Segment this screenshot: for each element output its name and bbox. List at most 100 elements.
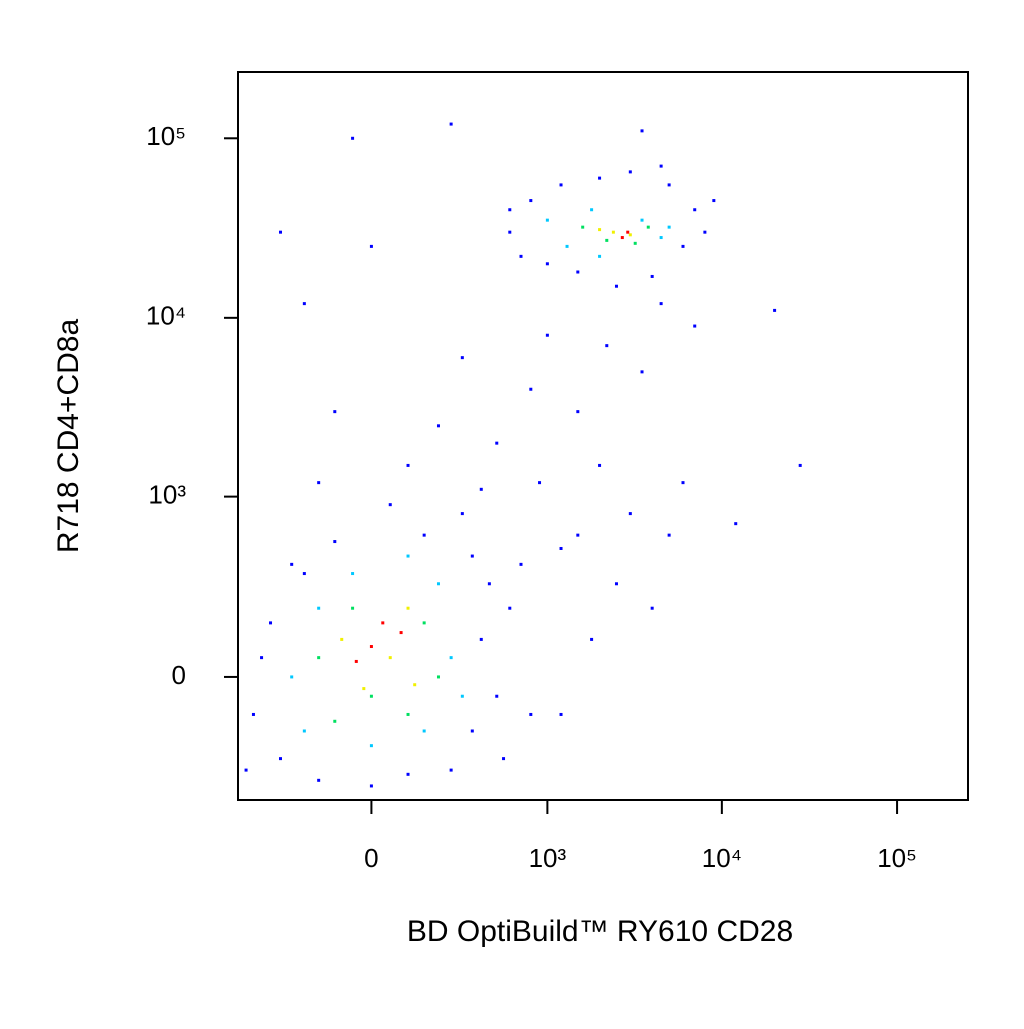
- data-point: [545, 333, 549, 337]
- data-point: [470, 729, 474, 733]
- data-point: [559, 183, 563, 187]
- data-point: [598, 228, 602, 232]
- data-point: [681, 244, 685, 248]
- data-point: [628, 512, 632, 516]
- data-point: [598, 176, 602, 180]
- data-point: [436, 582, 440, 586]
- data-point: [487, 582, 491, 586]
- data-point: [519, 562, 523, 566]
- data-point: [628, 170, 632, 174]
- data-point: [260, 656, 264, 660]
- data-point: [449, 122, 453, 126]
- y-tick-label: 0: [172, 660, 186, 690]
- data-point: [538, 481, 542, 485]
- data-point: [667, 183, 671, 187]
- data-point: [650, 606, 654, 610]
- data-point: [681, 481, 685, 485]
- data-point: [369, 784, 373, 788]
- data-point: [590, 637, 594, 641]
- data-point: [369, 694, 373, 698]
- y-tick-label: 10³: [148, 479, 186, 509]
- data-point: [576, 410, 580, 414]
- data-point: [659, 302, 663, 306]
- data-point: [614, 582, 618, 586]
- data-point: [559, 546, 563, 550]
- data-point: [734, 522, 738, 526]
- data-point: [406, 712, 410, 716]
- data-point: [605, 238, 609, 242]
- data-point: [362, 687, 366, 691]
- data-point: [460, 512, 464, 516]
- data-point: [436, 424, 440, 428]
- data-point: [351, 572, 355, 576]
- data-point: [798, 463, 802, 467]
- data-point: [449, 768, 453, 772]
- y-tick-label: 10⁴: [146, 301, 186, 331]
- data-point: [333, 410, 337, 414]
- x-axis-label: BD OptiBuild™ RY610 CD28: [407, 915, 793, 948]
- data-point: [406, 463, 410, 467]
- data-point: [422, 621, 426, 625]
- data-point: [559, 712, 563, 716]
- data-point: [317, 656, 321, 660]
- plot-frame: [237, 71, 969, 801]
- data-point: [369, 645, 373, 649]
- data-point: [605, 344, 609, 348]
- y-axis-label: R718 CD4+CD8a: [52, 319, 85, 554]
- x-tick-label: 0: [364, 843, 378, 873]
- data-point: [576, 270, 580, 274]
- data-point: [650, 274, 654, 278]
- data-point: [640, 370, 644, 374]
- data-point: [333, 540, 337, 544]
- data-point: [422, 533, 426, 537]
- data-point: [460, 356, 464, 360]
- data-point: [388, 503, 392, 507]
- data-point: [269, 621, 273, 625]
- data-point: [581, 225, 585, 229]
- data-point: [529, 387, 533, 391]
- data-point: [470, 554, 474, 558]
- data-point: [317, 606, 321, 610]
- data-point: [693, 208, 697, 212]
- data-point: [317, 778, 321, 782]
- data-point: [369, 244, 373, 248]
- data-point: [628, 233, 632, 237]
- data-point: [703, 230, 707, 234]
- data-point: [406, 772, 410, 776]
- data-point: [667, 225, 671, 229]
- data-point: [354, 659, 358, 663]
- data-point: [611, 230, 615, 234]
- data-point: [290, 675, 294, 679]
- data-point: [640, 218, 644, 222]
- data-point: [545, 218, 549, 222]
- data-point: [693, 324, 697, 328]
- data-point: [508, 230, 512, 234]
- data-point: [667, 533, 671, 537]
- data-point: [479, 637, 483, 641]
- data-point: [413, 683, 417, 687]
- data-point: [460, 694, 464, 698]
- data-point: [388, 656, 392, 660]
- data-point: [369, 744, 373, 748]
- data-point: [646, 225, 650, 229]
- data-point: [508, 606, 512, 610]
- data-point: [545, 262, 549, 266]
- x-tick-label: 10⁵: [877, 843, 917, 873]
- data-point: [290, 562, 294, 566]
- data-point: [449, 656, 453, 660]
- data-point: [302, 302, 306, 306]
- data-point: [244, 768, 248, 772]
- data-point: [317, 481, 321, 485]
- data-point: [620, 236, 624, 240]
- data-point: [529, 712, 533, 716]
- data-point: [479, 487, 483, 491]
- data-point: [529, 199, 533, 203]
- data-point: [495, 441, 499, 445]
- data-point: [712, 199, 716, 203]
- data-point: [495, 694, 499, 698]
- data-point: [519, 254, 523, 258]
- data-point: [302, 729, 306, 733]
- data-point: [598, 254, 602, 258]
- data-point: [626, 230, 630, 234]
